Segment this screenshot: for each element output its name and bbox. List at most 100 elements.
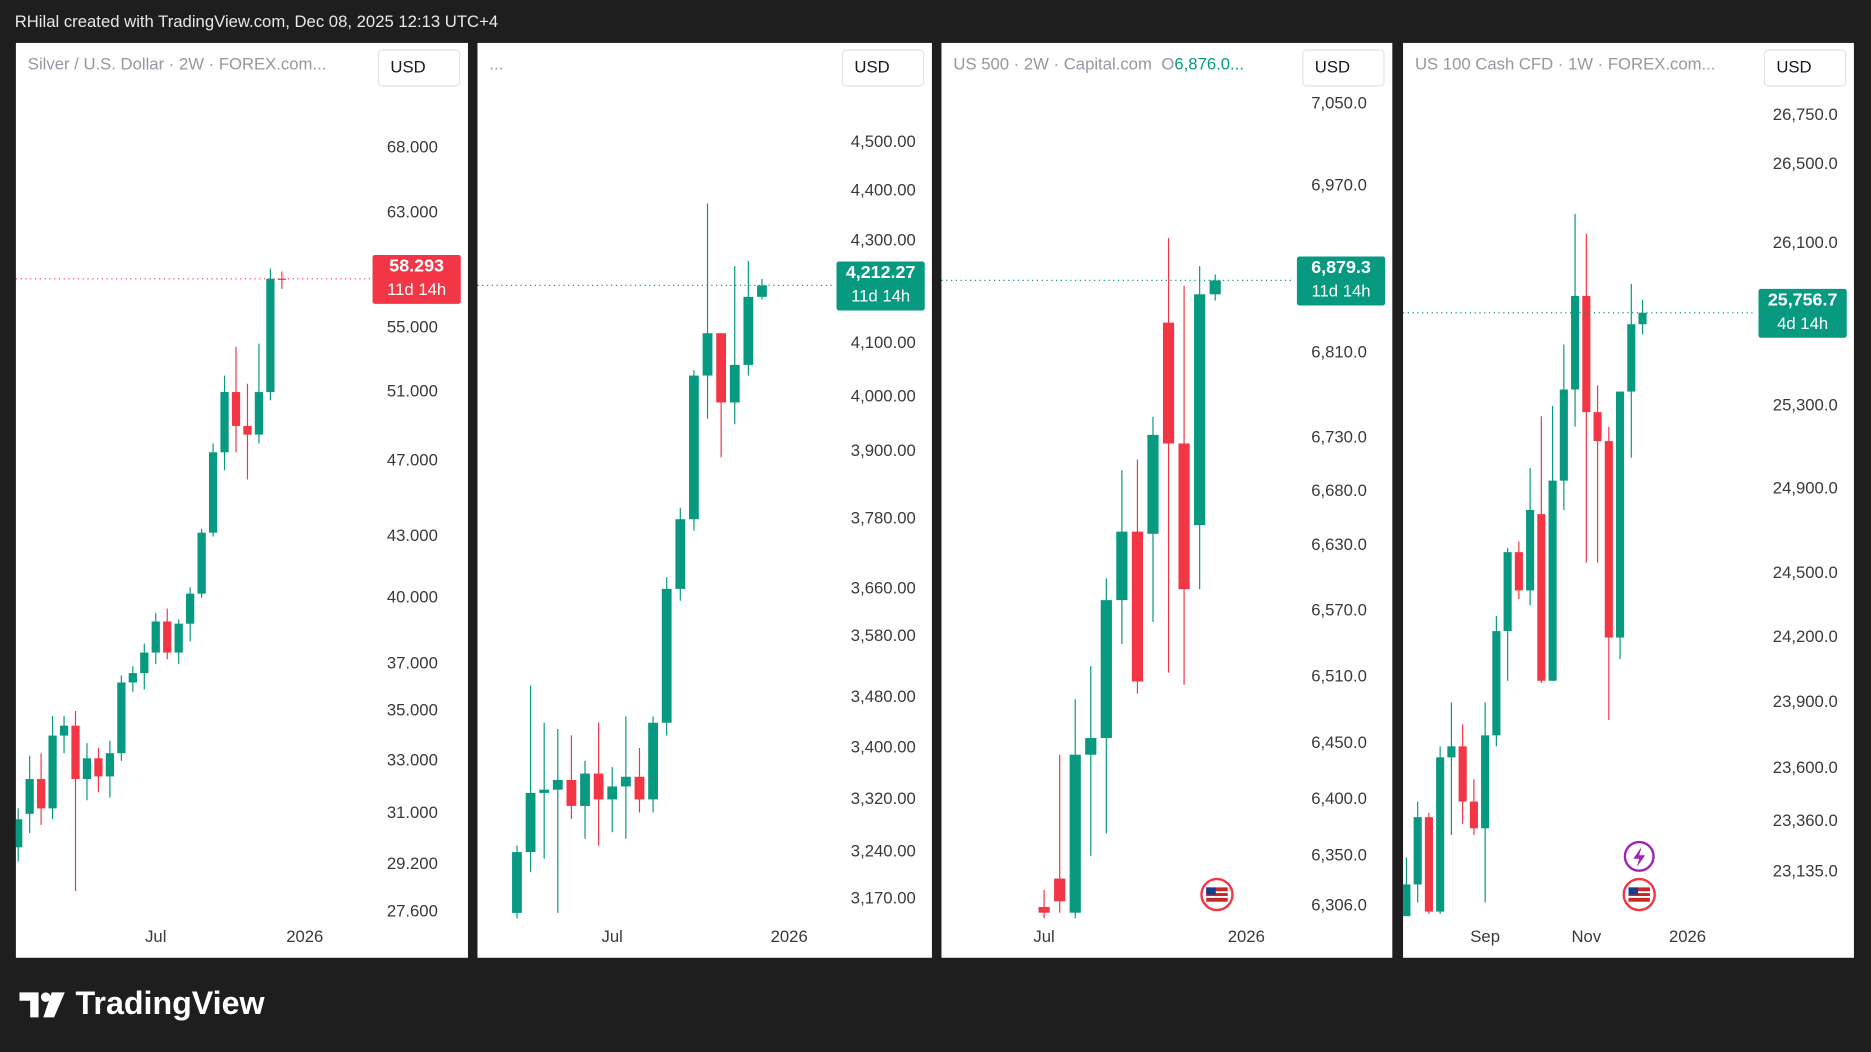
y-tick-label: 4,300.00 (851, 230, 916, 249)
currency[interactable]: USD (1315, 57, 1350, 76)
candle-body (1514, 552, 1523, 591)
candle-body (1627, 324, 1636, 392)
candle-body (105, 753, 115, 777)
y-tick-label: 26,750.0 (1773, 105, 1838, 124)
candle-body (1085, 737, 1097, 755)
candle-body (716, 333, 727, 403)
event-icon (1200, 877, 1234, 912)
open-label: O (1161, 55, 1174, 74)
y-tick-label: 23,900.0 (1773, 692, 1838, 711)
candle-body (1469, 801, 1478, 829)
icon-flag-canton (1206, 887, 1216, 895)
y-tick-label: 7,050.0 (1311, 94, 1367, 113)
candle-body (71, 725, 80, 780)
candle-body (197, 532, 206, 594)
plot-area (1403, 213, 1647, 917)
currency[interactable]: USD (854, 57, 889, 76)
last-price-label: 4,212.27 (846, 262, 916, 282)
candle-body (231, 392, 241, 426)
currency-button[interactable] (1763, 49, 1847, 87)
y-tick-label: 3,400.00 (851, 737, 916, 756)
candle-body (186, 593, 195, 624)
y-tick-label: 33.000 (387, 750, 438, 769)
candle-body (174, 623, 183, 653)
candle-body (128, 673, 137, 683)
y-tick-label: 6,350.0 (1311, 845, 1367, 864)
y-tick-label: 55.000 (387, 317, 438, 336)
candle-body (1559, 389, 1568, 481)
y-tick-label: 31.000 (387, 803, 438, 822)
y-tick-label: 4,400.00 (851, 181, 916, 200)
currency[interactable]: USD (1776, 57, 1811, 76)
currency[interactable]: USD (390, 57, 425, 76)
title-text: US 500 · 2W · Capital.com (953, 55, 1151, 74)
y-tick-label: 6,810.0 (1311, 343, 1367, 362)
candle-body (689, 375, 699, 520)
x-tick-label: Nov (1571, 927, 1601, 946)
y-tick-label: 35.000 (387, 700, 438, 719)
plot-area (15, 268, 286, 892)
last-price-label: 6,879.3 (1311, 257, 1371, 277)
title-text: Silver / U.S. Dollar · 2W · FOREX.com... (28, 55, 327, 74)
plot-area (1038, 237, 1221, 919)
currency-button[interactable] (377, 49, 461, 87)
chart-title: Silver / U.S. Dollar · 2W · FOREX.com... (28, 55, 327, 74)
x-tick-label: 2026 (1669, 927, 1706, 946)
candle-body (702, 333, 713, 376)
y-tick-label: 47.000 (387, 451, 438, 470)
x-tick-label: 2026 (771, 927, 808, 946)
y-tick-label: 23,600.0 (1773, 758, 1838, 777)
candle-body (1100, 600, 1112, 738)
candle-body (539, 789, 550, 793)
candle-body (593, 773, 604, 800)
y-tick-label: 3,780.00 (851, 509, 916, 528)
currency-button[interactable] (841, 49, 925, 87)
candle-body (1604, 441, 1613, 638)
candle-body (552, 779, 563, 790)
y-tick-label: 26,500.0 (1773, 154, 1838, 173)
chart-panel: 68.000 63.000 55.000 51.000 47.000 43.000 40.0… (15, 42, 468, 958)
last-price-box (372, 254, 461, 304)
candle-body (1194, 294, 1206, 526)
candle-body (1593, 412, 1602, 442)
y-tick-label: 3,480.00 (851, 687, 916, 706)
header: RHilal created with TradingView.com, Dec… (15, 12, 498, 31)
candle-body (1582, 295, 1591, 413)
candle-body (1403, 884, 1411, 917)
y-tick-label: 40.000 (387, 587, 438, 606)
y-tick-label: 24,200.0 (1773, 627, 1838, 646)
y-tick-label: 6,730.0 (1311, 428, 1367, 447)
countdown: 11d 14h (1311, 282, 1370, 301)
candle-body (1447, 746, 1456, 758)
candle-body (1038, 907, 1050, 913)
brand: TradingView (76, 985, 266, 1021)
candle-body (1571, 295, 1580, 390)
plot-area (512, 203, 767, 919)
icon-bolt (1633, 846, 1646, 868)
candle-body (1481, 735, 1490, 829)
currency-button[interactable] (1302, 49, 1385, 87)
candle-body (1616, 391, 1625, 638)
candle-body (648, 722, 658, 800)
candle-body (620, 776, 631, 787)
candle-body (208, 452, 218, 533)
y-tick-label: 3,660.00 (851, 578, 916, 597)
y-tick-label: 6,306.0 (1311, 895, 1367, 914)
panel-background (1403, 42, 1854, 958)
y-tick-label: 6,680.0 (1311, 481, 1367, 500)
candle-body (1436, 757, 1445, 912)
candle-body (607, 786, 618, 800)
y-tick-label: 24,900.0 (1773, 478, 1838, 497)
y-tick-label: 63.000 (387, 202, 438, 221)
candle-body (59, 725, 69, 736)
candle-body (729, 364, 740, 403)
candle-body (525, 792, 536, 853)
countdown: 11d 14h (387, 280, 446, 299)
x-tick-label: 2026 (1228, 927, 1265, 946)
chart-title: US 100 Cash CFD · 1W · FOREX.com... (1415, 55, 1715, 74)
candle-body (634, 776, 645, 800)
y-tick-label: 6,450.0 (1311, 733, 1367, 752)
candle-body (151, 621, 160, 653)
y-tick-label: 3,240.00 (851, 841, 916, 860)
